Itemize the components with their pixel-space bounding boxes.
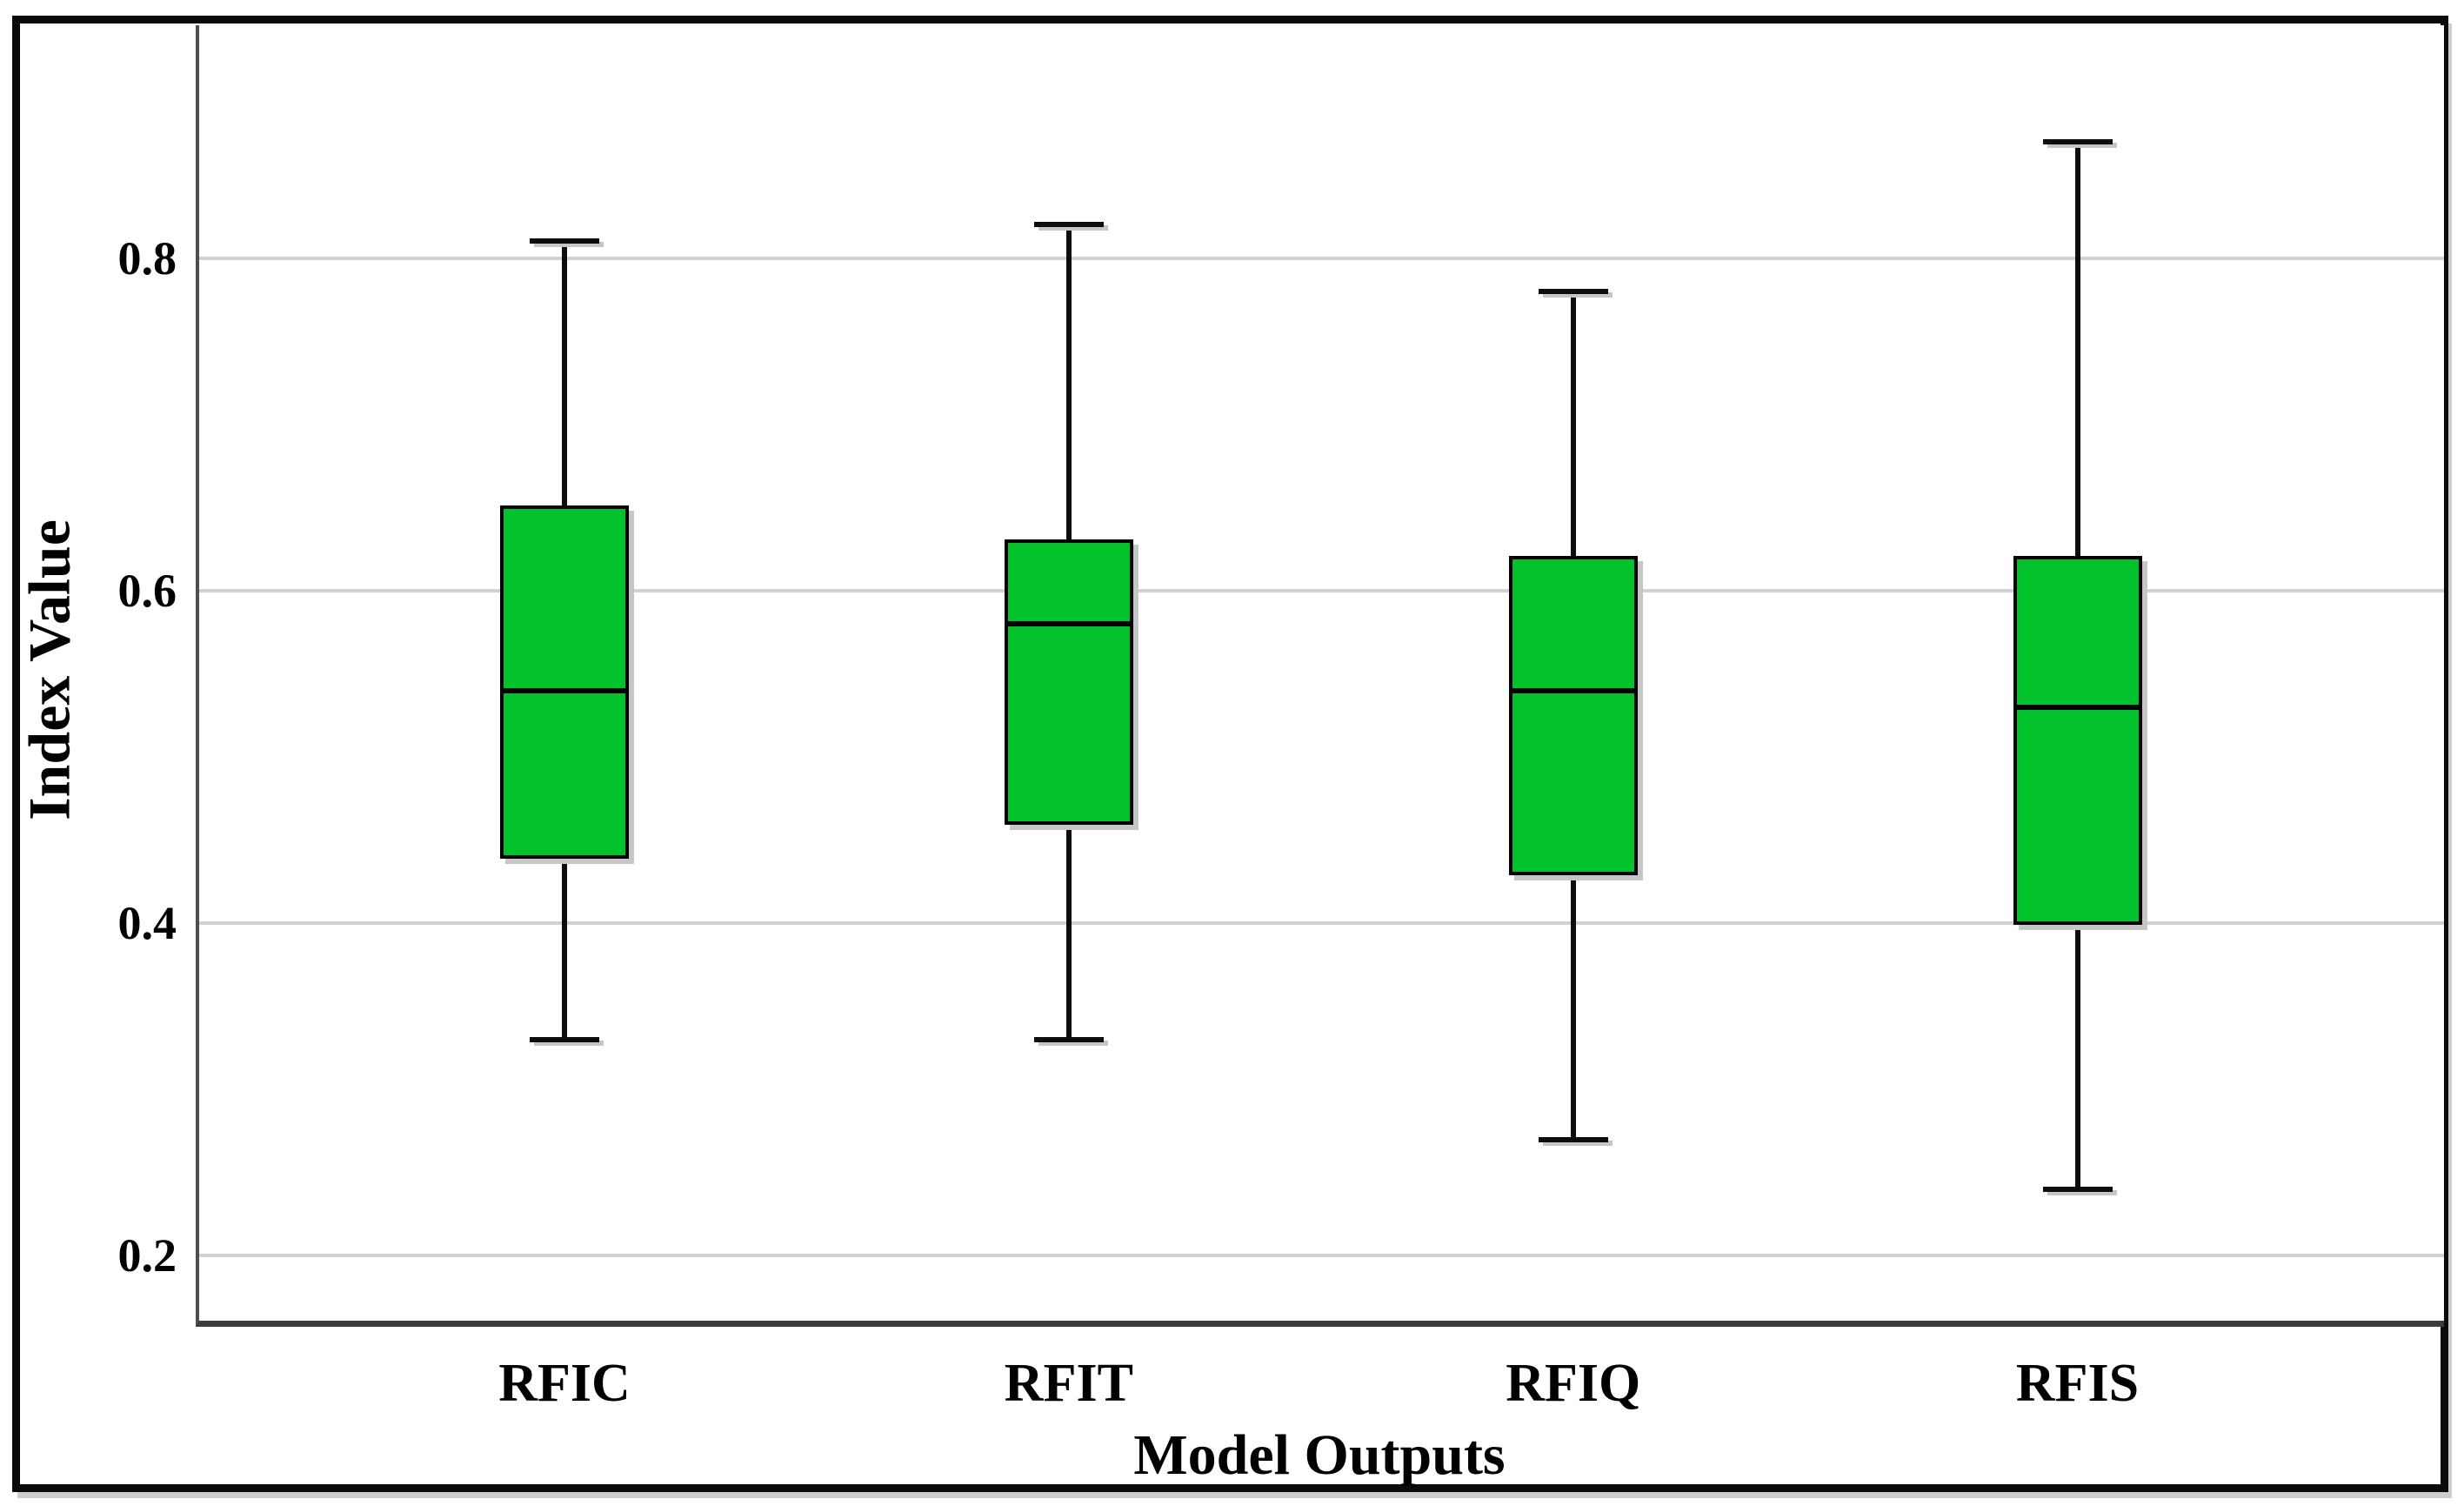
whisker-cap-top-RFIC: [530, 238, 600, 244]
x-tick-label-RFIC: RFIC: [498, 1354, 631, 1413]
whisker-cap-bottom-RFIS: [2042, 1186, 2113, 1192]
median-RFIT: [1004, 621, 1133, 627]
gridline-0.2: [199, 1254, 2444, 1258]
x-tick-label-RFIS: RFIS: [2015, 1354, 2140, 1413]
gridline-0.8: [199, 256, 2444, 260]
median-RFIQ: [1508, 687, 1638, 693]
y-tick-label: 0.4: [117, 897, 177, 950]
whisker-cap-bottom-RFIQ: [1538, 1136, 1608, 1142]
gridline-0.6: [199, 588, 2444, 592]
whisker-cap-top-RFIS: [2042, 138, 2113, 144]
whisker-cap-top-RFIQ: [1538, 288, 1608, 294]
y-tick-label: 0.2: [117, 1229, 177, 1282]
y-tick-label: 0.8: [117, 231, 177, 284]
median-RFIC: [500, 687, 630, 693]
box-RFIC: [500, 505, 630, 859]
x-axis-title: Model Outputs: [1133, 1423, 1506, 1487]
gridline-0.4: [199, 921, 2444, 926]
y-tick-label: 0.6: [117, 564, 177, 617]
whisker-cap-top-RFIT: [1033, 222, 1104, 228]
whisker-cap-bottom-RFIC: [530, 1036, 600, 1042]
box-RFIQ: [1508, 555, 1638, 875]
whisker-cap-bottom-RFIT: [1033, 1036, 1104, 1042]
box-RFIT: [1004, 539, 1133, 826]
plot-area: [196, 25, 2444, 1327]
x-tick-label-RFIQ: RFIQ: [1506, 1354, 1641, 1413]
x-tick-label-RFIT: RFIT: [1004, 1354, 1133, 1413]
chart-frame: Index Value 0.8 0.6 0.4 0.2 RFIC RFIT RFIQ RFI…: [12, 16, 2448, 1492]
box-RFIS: [2013, 555, 2142, 926]
median-RFIS: [2013, 704, 2142, 710]
